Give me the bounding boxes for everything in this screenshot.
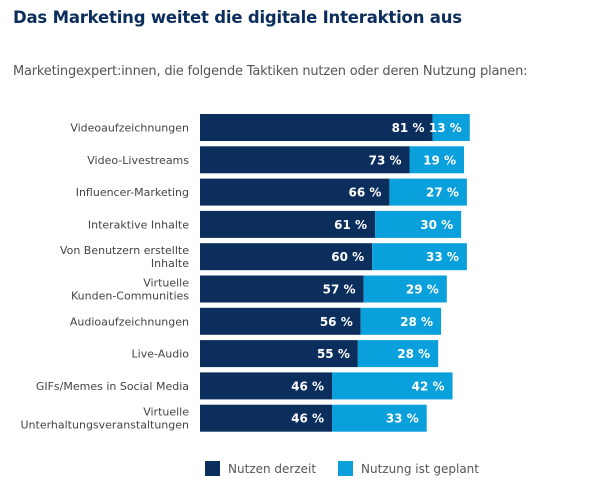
category-label: Live-Audio <box>132 348 190 361</box>
bar-planned <box>375 210 462 238</box>
bar-planned <box>360 307 442 335</box>
data-label: 28 % <box>400 315 433 329</box>
data-label: 57 % <box>323 283 356 297</box>
category-label: Videoaufzeichnungen <box>70 122 189 135</box>
data-label: 33 % <box>426 250 459 264</box>
bar-current <box>200 243 373 271</box>
chart-title: Das Marketing weitet die digitale Intera… <box>13 8 462 27</box>
data-label: 46 % <box>291 379 324 393</box>
data-label: 30 % <box>420 218 453 232</box>
category-label: Audioaufzeichnungen <box>70 315 189 328</box>
bar-current <box>200 275 364 303</box>
bar-current <box>200 114 433 141</box>
data-label: 42 % <box>412 379 445 393</box>
legend-swatch-current <box>205 461 220 476</box>
bar-planned <box>332 404 427 432</box>
bar-current <box>200 372 333 400</box>
bar-current <box>200 404 333 432</box>
category-label: Influencer-Marketing <box>76 186 189 199</box>
bar-current <box>200 210 376 238</box>
legend-label-planned: Nutzung ist geplant <box>361 461 479 476</box>
legend-label-current: Nutzen derzeit <box>228 461 317 476</box>
data-label: 56 % <box>320 315 353 329</box>
bar-planned <box>332 372 453 400</box>
bar-current <box>200 178 390 206</box>
bar-current <box>200 307 361 335</box>
bar-planned <box>389 178 467 206</box>
legend-item-planned: Nutzung ist geplant <box>338 461 479 476</box>
bar-planned <box>357 340 439 368</box>
bar-planned <box>409 146 465 174</box>
data-label: 81 % <box>392 121 425 135</box>
bar-chart: Videoaufzeichnungen 81 % 13 % Video-Livestr… <box>20 114 470 432</box>
data-label: 66 % <box>349 186 382 200</box>
bar-current <box>200 340 358 368</box>
data-label: 19 % <box>423 153 456 167</box>
data-label: 27 % <box>426 186 459 200</box>
category-label: Von Benutzern erstellte Inhalte <box>60 244 189 270</box>
legend: Nutzen derzeit Nutzung ist geplant <box>205 461 479 476</box>
category-label: Virtuelle Unterhaltungsveranstaltungen <box>20 406 189 432</box>
data-label: 61 % <box>334 218 367 232</box>
data-label: 60 % <box>331 250 364 264</box>
data-label: 33 % <box>386 412 419 426</box>
legend-swatch-planned <box>338 461 354 476</box>
data-label: 73 % <box>369 153 402 167</box>
data-label: 13 % <box>429 121 462 135</box>
data-label: 55 % <box>317 347 350 361</box>
category-label: Virtuelle Kunden-Communities <box>71 277 189 303</box>
bar-planned <box>363 275 447 303</box>
category-label: Interaktive Inhalte <box>88 218 189 231</box>
bar-current <box>200 146 410 174</box>
data-label: 28 % <box>397 347 430 361</box>
data-label: 29 % <box>406 283 439 297</box>
data-label: 46 % <box>291 412 324 426</box>
category-label: GIFs/Memes in Social Media <box>36 380 189 393</box>
bar-planned <box>372 243 467 271</box>
legend-item-current: Nutzen derzeit <box>205 461 316 476</box>
category-label: Video-Livestreams <box>87 154 189 167</box>
chart-subtitle: Marketingexpert:innen, die folgende Takt… <box>13 64 528 79</box>
bar-planned <box>432 114 470 141</box>
